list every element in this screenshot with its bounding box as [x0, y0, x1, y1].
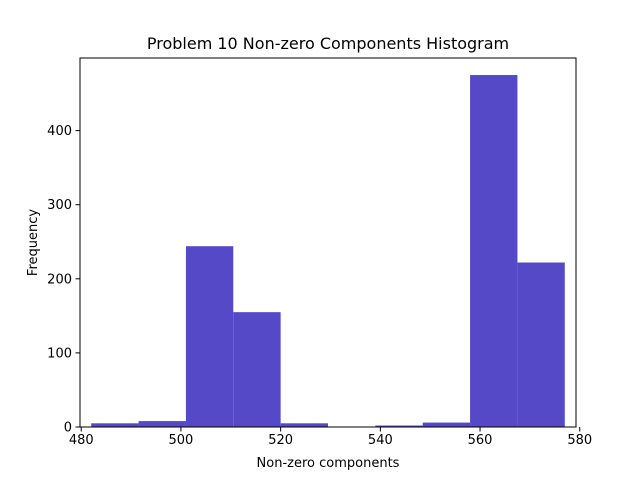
x-axis-ticks: 480 500 520 540 560 580: [69, 427, 592, 448]
x-tick-label: 540: [368, 433, 393, 448]
y-tick-label: 200: [47, 272, 72, 287]
histogram-bar-7: [422, 422, 471, 427]
chart-title: Problem 10 Non-zero Components Histogram: [147, 34, 509, 53]
histogram-bar-3: [233, 312, 281, 427]
x-tick-label: 560: [468, 433, 493, 448]
histogram-bar-6: [375, 425, 423, 427]
y-tick-label: 400: [47, 124, 72, 139]
histogram-bar-8: [470, 75, 518, 427]
histogram-bar-4: [280, 423, 328, 427]
x-tick-label: 580: [567, 433, 592, 448]
y-tick-label: 100: [47, 346, 72, 361]
histogram-bar-1: [138, 421, 186, 427]
x-tick-label: 500: [169, 433, 194, 448]
y-tick-label: 0: [64, 421, 72, 436]
histogram-bar-0: [91, 423, 139, 427]
x-axis-label: Non-zero components: [257, 456, 400, 471]
y-tick-label: 300: [47, 198, 72, 213]
x-tick-label: 520: [268, 433, 293, 448]
y-axis-label: Frequency: [26, 209, 41, 276]
x-tick-label: 480: [69, 433, 94, 448]
histogram-bar-9: [517, 262, 565, 427]
histogram-bar-2: [185, 246, 234, 427]
plot-frame: [79, 57, 577, 428]
y-axis-ticks: 0 100 200 300 400: [47, 124, 80, 436]
histogram-bars: [91, 75, 565, 427]
